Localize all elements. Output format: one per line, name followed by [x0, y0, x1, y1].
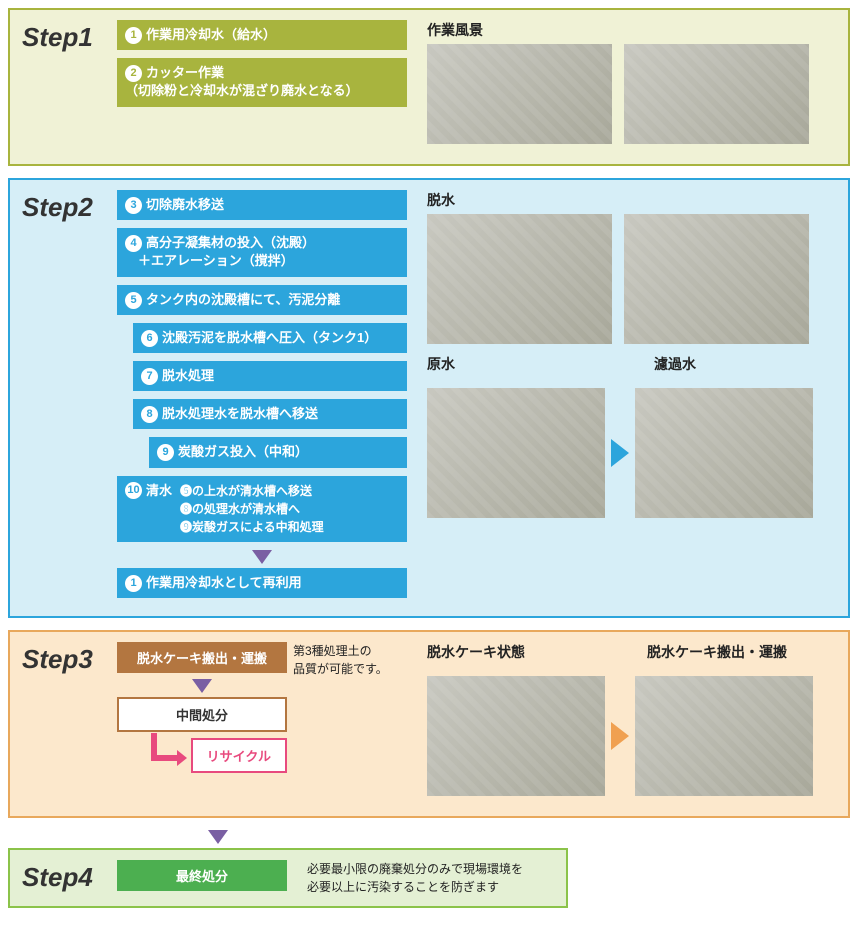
num-icon: 10: [125, 482, 142, 499]
photo-placeholder: [624, 214, 809, 344]
elbow-icon: [151, 733, 179, 761]
step2-box-7: 7 脱水処理: [133, 361, 407, 391]
num-icon: 2: [125, 65, 142, 82]
step2-box-10: 10清水 ❺の上水が清水槽へ移送 ❽の処理水が清水槽へ ❾炭酸ガスによる中和処理: [117, 476, 407, 542]
step2-box-3: 3 切除廃水移送: [117, 190, 407, 220]
step3-title: Step3: [22, 642, 117, 806]
l: ❺の上水が清水槽へ移送: [180, 482, 324, 500]
step2-imglabel-a: 脱水: [427, 190, 839, 210]
num-icon: 8: [141, 406, 158, 423]
step2-imglabel-b: 原水: [427, 354, 612, 374]
photo-placeholder: [427, 676, 605, 796]
step3-panel: Step3 脱水ケーキ搬出・運搬 中間処分 リサイクル 第3種処理土の 品質が可…: [8, 630, 850, 818]
step4-green-box: 最終処分: [117, 860, 287, 891]
image-row: [427, 44, 836, 144]
box10-left: 10清水: [125, 482, 180, 500]
recycle-row: リサイクル: [117, 738, 287, 773]
step3-imglabel-a: 脱水ケーキ状態: [427, 642, 605, 662]
t: 清水: [146, 482, 172, 500]
step3-imglabel-b: 脱水ケーキ搬出・運搬: [647, 642, 825, 662]
arrow-down-icon: [252, 550, 272, 564]
num-icon: 5: [125, 292, 142, 309]
step3-note: 第3種処理土の 品質が可能です。: [293, 642, 388, 678]
label-row: 脱水ケーキ状態 脱水ケーキ搬出・運搬: [427, 642, 836, 666]
step3-note-col: 第3種処理土の 品質が可能です。: [287, 642, 388, 806]
step2-box-reuse: 1 作業用冷却水として再利用: [117, 568, 407, 598]
step2-title: Step2: [22, 190, 117, 606]
step2-panel: Step2 3 切除廃水移送 4高分子凝集材の投入（沈殿） ＋エアレーション（撹拌…: [8, 178, 850, 618]
photo-placeholder: [624, 44, 809, 144]
step1-box2-text: カッター作業 （切除粉と冷却水が混ざり廃水となる）: [125, 65, 359, 98]
arrow-down-icon: [208, 830, 228, 844]
step3-flow-left: 脱水ケーキ搬出・運搬 中間処分 リサイクル: [117, 642, 287, 806]
box10-right: ❺の上水が清水槽へ移送 ❽の処理水が清水槽へ ❾炭酸ガスによる中和処理: [180, 482, 324, 536]
step2-flow: 3 切除廃水移送 4高分子凝集材の投入（沈殿） ＋エアレーション（撹拌） 5 タンク…: [117, 190, 407, 606]
photo-placeholder: [427, 214, 612, 344]
arrow-down-icon: [192, 679, 212, 693]
step2-images: 脱水 原水 濾過水: [407, 190, 839, 606]
step2-box-5: 5 タンク内の沈殿槽にて、汚泥分離: [117, 285, 407, 315]
arrow-right-icon: [177, 750, 187, 766]
t: 高分子凝集材の投入（沈殿） ＋エアレーション（撹拌）: [125, 235, 315, 268]
photo-placeholder: [635, 676, 813, 796]
step4-note: 必要最小限の廃棄処分のみで現場環境を 必要以上に汚染することを防ぎます: [307, 860, 523, 896]
step3-white-box: 中間処分: [117, 697, 287, 732]
step2-box-6: 6 沈殿汚泥を脱水槽へ圧入（タンク1）: [133, 323, 407, 353]
num-icon: 9: [157, 444, 174, 461]
step1-panel: Step1 1 作業用冷却水（給水） 2カッター作業 （切除粉と冷却水が混ざり廃水…: [8, 8, 850, 166]
arrow-right-icon: [611, 439, 629, 467]
step1-box-2: 2カッター作業 （切除粉と冷却水が混ざり廃水となる）: [117, 58, 407, 106]
step2-box-4: 4高分子凝集材の投入（沈殿） ＋エアレーション（撹拌）: [117, 228, 407, 276]
photo-placeholder: [635, 388, 813, 518]
num-icon: 4: [125, 235, 142, 252]
num-icon: 6: [141, 330, 158, 347]
t: 切除廃水移送: [146, 197, 224, 212]
step1-images: 作業風景: [407, 20, 836, 154]
photo-placeholder: [427, 388, 605, 518]
label-row: 原水 濾過水: [427, 354, 839, 378]
num-icon: 7: [141, 368, 158, 385]
l: ❾炭酸ガスによる中和処理: [180, 518, 324, 536]
t: 炭酸ガス投入（中和）: [178, 444, 308, 459]
t: 脱水処理水を脱水槽へ移送: [162, 406, 318, 421]
step2-box-9: 9 炭酸ガス投入（中和）: [149, 437, 407, 467]
step3-images: 脱水ケーキ状態 脱水ケーキ搬出・運搬: [407, 642, 836, 806]
step1-imglabel: 作業風景: [427, 20, 836, 40]
t: タンク内の沈殿槽にて、汚泥分離: [146, 292, 340, 307]
step1-box1-text: 作業用冷却水（給水）: [146, 27, 276, 42]
step1-box-1: 1 作業用冷却水（給水）: [117, 20, 407, 50]
num-icon: 1: [125, 575, 142, 592]
l: ❽の処理水が清水槽へ: [180, 500, 324, 518]
image-row: [427, 388, 839, 518]
image-row: [427, 214, 839, 344]
step2-box-8: 8 脱水処理水を脱水槽へ移送: [133, 399, 407, 429]
step4-flow: 最終処分 必要最小限の廃棄処分のみで現場環境を 必要以上に汚染することを防ぎます: [117, 860, 523, 896]
step1-title: Step1: [22, 20, 117, 154]
step4-panel: Step4 最終処分 必要最小限の廃棄処分のみで現場環境を 必要以上に汚染するこ…: [8, 848, 568, 908]
t: 沈殿汚泥を脱水槽へ圧入（タンク1）: [162, 330, 377, 345]
step3-flow: 脱水ケーキ搬出・運搬 中間処分 リサイクル 第3種処理土の 品質が可能です。: [117, 642, 407, 806]
arrow-right-icon: [611, 722, 629, 750]
image-row: [427, 676, 836, 796]
num-icon: 3: [125, 197, 142, 214]
step2-imglabel-c: 濾過水: [654, 354, 839, 374]
photo-placeholder: [427, 44, 612, 144]
step3-brown-box: 脱水ケーキ搬出・運搬: [117, 642, 287, 673]
step1-flow: 1 作業用冷却水（給水） 2カッター作業 （切除粉と冷却水が混ざり廃水となる）: [117, 20, 407, 154]
num-icon: 1: [125, 27, 142, 44]
step4-title: Step4: [22, 860, 117, 896]
step3-recycle-box: リサイクル: [191, 738, 287, 773]
t: 作業用冷却水として再利用: [146, 575, 302, 590]
t: 脱水処理: [162, 368, 214, 383]
